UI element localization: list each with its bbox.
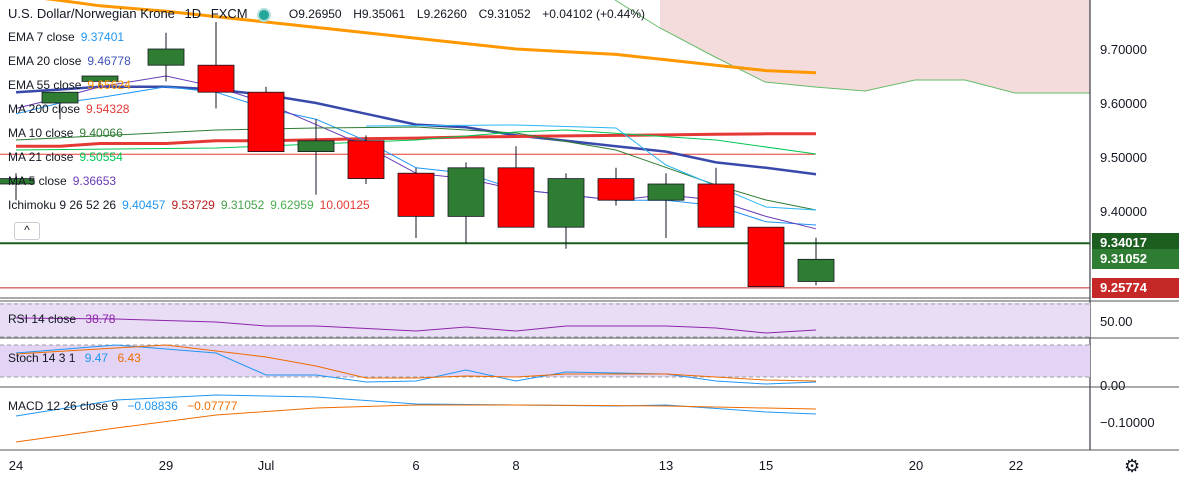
- stoch-band: [0, 345, 1090, 377]
- macd-signal-line: [15, 404, 817, 443]
- candle-body: [347, 140, 385, 180]
- candle-body: [597, 178, 635, 201]
- series-line: [44, 0, 817, 75]
- gear-icon[interactable]: ⚙: [1124, 456, 1141, 476]
- candle-body: [197, 64, 235, 93]
- series-line: [16, 132, 816, 148]
- time-tick-label: 8: [512, 458, 519, 473]
- collapse-legend-button[interactable]: ^: [14, 222, 40, 240]
- candle-body: [447, 167, 485, 217]
- time-tick-label: Jul: [258, 458, 275, 473]
- time-tick-label: 22: [1009, 458, 1023, 473]
- price-tick-label: 9.60000: [1100, 96, 1147, 111]
- candle-body: [0, 178, 35, 185]
- time-tick-label: 24: [9, 458, 23, 473]
- ichimoku-cloud: [660, 0, 1090, 93]
- time-tick-label: 13: [659, 458, 673, 473]
- time-tick-label: 15: [759, 458, 773, 473]
- candle-body: [41, 91, 79, 104]
- time-tick-label: 20: [909, 458, 923, 473]
- candle-body: [247, 91, 285, 152]
- ichimoku-base-line: [365, 124, 817, 211]
- candle-body: [397, 172, 435, 217]
- candle-body: [497, 167, 535, 228]
- time-tick-label: 29: [159, 458, 173, 473]
- candle-body: [747, 226, 785, 287]
- stoch-d-line: [15, 344, 817, 382]
- ma21-line: [15, 129, 817, 155]
- rsi-line: [15, 317, 817, 334]
- candle-body: [647, 183, 685, 201]
- stoch-k-line: [15, 344, 817, 385]
- series-line: [15, 85, 817, 176]
- candle-body: [297, 140, 335, 153]
- candle-body: [147, 48, 185, 66]
- ichimoku-span-line: [614, 0, 1090, 94]
- stoch-tick-label: 0.00: [1100, 378, 1125, 393]
- candle-body: [697, 183, 735, 228]
- rsi-tick-label: 50.00: [1100, 314, 1133, 329]
- rsi-band: [0, 303, 1090, 337]
- candle-body: [81, 75, 119, 82]
- time-tick-label: 6: [412, 458, 419, 473]
- macd-tick-label: −0.10000: [1100, 415, 1155, 430]
- candle-body: [797, 258, 835, 282]
- price-tick-label: 9.50000: [1100, 150, 1147, 165]
- candle-body: [547, 178, 585, 228]
- price-tick-label: 9.40000: [1100, 204, 1147, 219]
- price-tick-label: 9.70000: [1100, 42, 1147, 57]
